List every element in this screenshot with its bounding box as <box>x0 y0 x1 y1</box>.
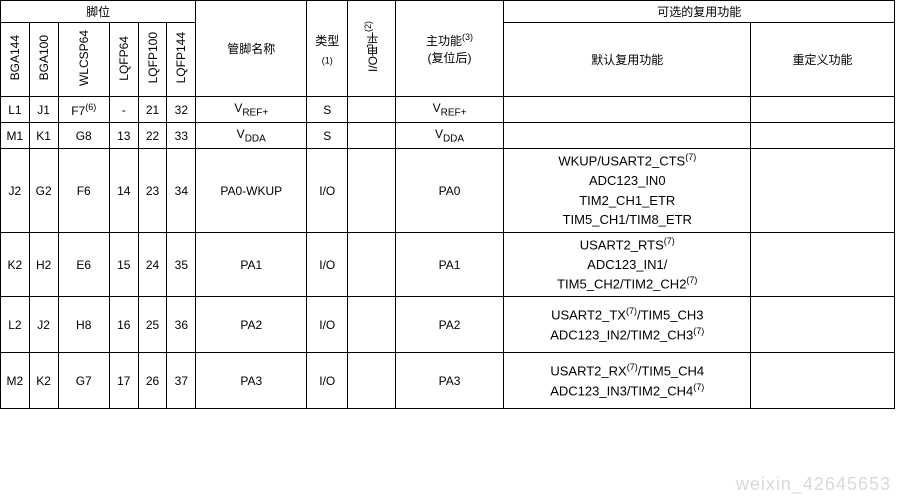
type-cell: I/O <box>307 353 348 409</box>
pin-name-cell: PA2 <box>196 297 307 353</box>
pkg-cell: 37 <box>167 353 196 409</box>
alt-remap-cell <box>751 297 895 353</box>
alt-remap-cell <box>751 233 895 297</box>
table-row: L2J2H8162536PA2I/OPA2USART2_TX(7)/TIM5_C… <box>1 297 895 353</box>
pkg-cell: 33 <box>167 123 196 149</box>
type-cell: I/O <box>307 149 348 233</box>
pkg-cell: 36 <box>167 297 196 353</box>
header-io-level: I/O电平(2) <box>348 1 395 97</box>
header-type: 类型 (1) <box>307 1 348 97</box>
pkg-cell: J1 <box>29 97 58 123</box>
pkg-cell: H2 <box>29 233 58 297</box>
header-pkg-0: BGA144 <box>1 23 30 97</box>
main-func-cell: VDDA <box>395 123 504 149</box>
type-cell: S <box>307 97 348 123</box>
header-alt-remap: 重定义功能 <box>751 23 895 97</box>
table-row: K2H2E6152435PA1I/OPA1USART2_RTS(7)ADC123… <box>1 233 895 297</box>
pkg-cell: 13 <box>109 123 138 149</box>
pkg-cell: 25 <box>138 297 167 353</box>
table-row: L1J1F7(6)-2132VREF+SVREF+ <box>1 97 895 123</box>
alt-default-cell <box>504 123 751 149</box>
type-cell: S <box>307 123 348 149</box>
header-pin-name: 管脚名称 <box>196 1 307 97</box>
header-alt-group: 可选的复用功能 <box>504 1 895 23</box>
io-level-cell <box>348 97 395 123</box>
watermark: weixin_42645653 <box>736 474 891 495</box>
table-row: J2G2F6142334PA0-WKUPI/O PA0WKUP/USART2_CT… <box>1 149 895 233</box>
pkg-cell: 21 <box>138 97 167 123</box>
alt-default-cell <box>504 97 751 123</box>
pkg-cell: J2 <box>1 149 30 233</box>
pin-name-cell: VREF+ <box>196 97 307 123</box>
pkg-cell: 17 <box>109 353 138 409</box>
pkg-cell: 15 <box>109 233 138 297</box>
header-pkg-5: LQFP144 <box>167 23 196 97</box>
pkg-cell: 23 <box>138 149 167 233</box>
header-main-func: 主功能(3) (复位后) <box>395 1 504 97</box>
header-alt-default: 默认复用功能 <box>504 23 751 97</box>
table-header: 脚位 管脚名称 类型 (1) I/O电平(2) 主功能(3) (复位后) 可选的… <box>1 1 895 97</box>
pkg-cell: G2 <box>29 149 58 233</box>
type-cell: I/O <box>307 233 348 297</box>
io-level-cell <box>348 149 395 233</box>
pkg-cell: E6 <box>58 233 109 297</box>
pkg-cell: G8 <box>58 123 109 149</box>
pkg-cell: - <box>109 97 138 123</box>
header-pkg-4: LQFP100 <box>138 23 167 97</box>
pkg-cell: G7 <box>58 353 109 409</box>
header-pkg-3: LQFP64 <box>109 23 138 97</box>
pkg-cell: H8 <box>58 297 109 353</box>
alt-remap-cell <box>751 97 895 123</box>
io-level-cell <box>348 353 395 409</box>
io-level-cell <box>348 123 395 149</box>
alt-remap-cell <box>751 123 895 149</box>
main-func-cell: PA2 <box>395 297 504 353</box>
pkg-cell: M1 <box>1 123 30 149</box>
alt-default-cell: USART2_RTS(7)ADC123_IN1/TIM5_CH2/TIM2_CH… <box>504 233 751 297</box>
pkg-cell: 14 <box>109 149 138 233</box>
pkg-cell: K2 <box>29 353 58 409</box>
pin-name-cell: PA0-WKUP <box>196 149 307 233</box>
pin-name-cell: PA1 <box>196 233 307 297</box>
pkg-cell: F7(6) <box>58 97 109 123</box>
header-pkg-1: BGA100 <box>29 23 58 97</box>
pkg-cell: J2 <box>29 297 58 353</box>
pkg-cell: 16 <box>109 297 138 353</box>
alt-default-cell: WKUP/USART2_CTS(7)ADC123_IN0TIM2_CH1_ETR… <box>504 149 751 233</box>
alt-default-cell: USART2_RX(7)/TIM5_CH4ADC123_IN3/TIM2_CH4… <box>504 353 751 409</box>
pkg-cell: K2 <box>1 233 30 297</box>
pkg-cell: 22 <box>138 123 167 149</box>
pkg-cell: 24 <box>138 233 167 297</box>
header-packages-group: 脚位 <box>1 1 196 23</box>
pkg-cell: F6 <box>58 149 109 233</box>
type-cell: I/O <box>307 297 348 353</box>
alt-default-cell: USART2_TX(7)/TIM5_CH3ADC123_IN2/TIM2_CH3… <box>504 297 751 353</box>
pkg-cell: 32 <box>167 97 196 123</box>
table-row: M2K2G7172637PA3I/OPA3USART2_RX(7)/TIM5_C… <box>1 353 895 409</box>
main-func-cell: PA3 <box>395 353 504 409</box>
pkg-cell: 26 <box>138 353 167 409</box>
pkg-cell: L2 <box>1 297 30 353</box>
io-level-cell <box>348 297 395 353</box>
pkg-cell: 35 <box>167 233 196 297</box>
main-func-cell: VREF+ <box>395 97 504 123</box>
pin-name-cell: PA3 <box>196 353 307 409</box>
alt-remap-cell <box>751 353 895 409</box>
pkg-cell: 34 <box>167 149 196 233</box>
pin-table: 脚位 管脚名称 类型 (1) I/O电平(2) 主功能(3) (复位后) 可选的… <box>0 0 895 409</box>
io-level-cell <box>348 233 395 297</box>
pkg-cell: L1 <box>1 97 30 123</box>
pkg-cell: M2 <box>1 353 30 409</box>
table-body: L1J1F7(6)-2132VREF+SVREF+M1K1G8132233VDD… <box>1 97 895 409</box>
main-func-cell: PA1 <box>395 233 504 297</box>
pin-name-cell: VDDA <box>196 123 307 149</box>
table-row: M1K1G8132233VDDASVDDA <box>1 123 895 149</box>
main-func-cell: PA0 <box>395 149 504 233</box>
alt-remap-cell <box>751 149 895 233</box>
pkg-cell: K1 <box>29 123 58 149</box>
header-pkg-2: WLCSP64 <box>58 23 109 97</box>
